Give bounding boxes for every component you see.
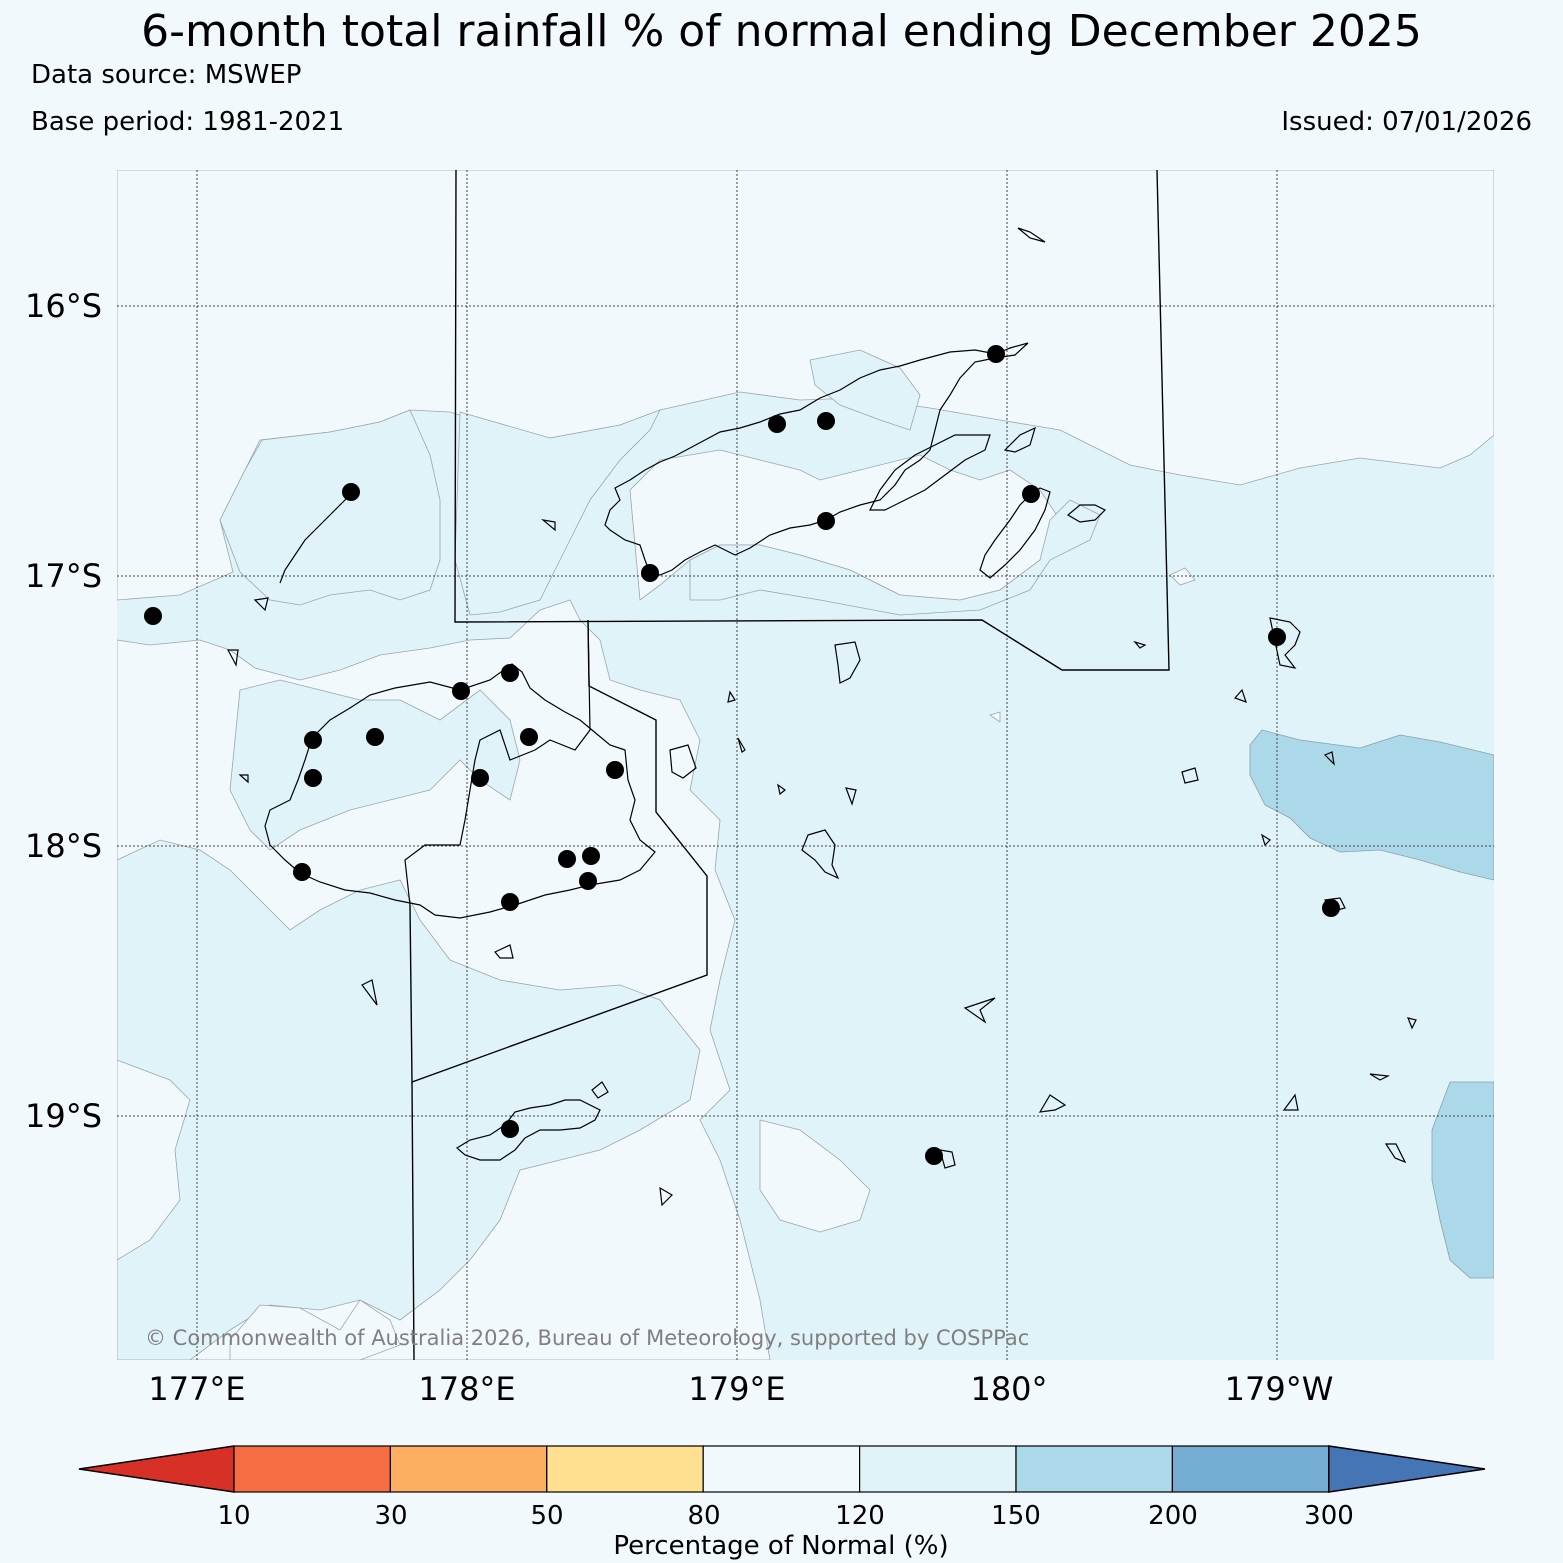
colorbar-ticks: 10 30 50 80 120 150 200 300 Percentage o… xyxy=(217,1501,1353,1561)
station-marker[interactable] xyxy=(366,728,384,746)
colorbar-tick: 80 xyxy=(687,1501,720,1531)
station-marker[interactable] xyxy=(606,761,624,779)
contour-150-200 xyxy=(1249,729,1494,1279)
colorbar xyxy=(78,1445,1486,1493)
colorbar-tick: 150 xyxy=(991,1501,1041,1531)
station-marker[interactable] xyxy=(304,731,322,749)
colorbar-segment xyxy=(702,1445,861,1493)
graticule xyxy=(117,170,1494,1360)
colorbar-tick: 120 xyxy=(835,1501,885,1531)
lat-label: 18°S xyxy=(25,827,102,865)
lon-label: 177°E xyxy=(148,1370,245,1408)
station-marker[interactable] xyxy=(471,769,489,787)
lat-label: 16°S xyxy=(25,287,102,325)
lon-label: 180° xyxy=(970,1370,1047,1408)
colorbar-tick: 200 xyxy=(1148,1501,1198,1531)
contour-120-150-patches xyxy=(117,349,1101,1360)
station-marker[interactable] xyxy=(501,1120,519,1138)
station-marker[interactable] xyxy=(641,564,659,582)
colorbar-tick: 30 xyxy=(374,1501,407,1531)
station-marker[interactable] xyxy=(579,872,597,890)
colorbar-tick: 50 xyxy=(530,1501,563,1531)
station-marker[interactable] xyxy=(293,863,311,881)
station-marker[interactable] xyxy=(1022,485,1040,503)
lon-label: 179°W xyxy=(1225,1370,1334,1408)
station-marker[interactable] xyxy=(342,483,360,501)
taveuni-coastline xyxy=(979,487,1051,579)
coastlines xyxy=(227,227,1417,1207)
station-marker[interactable] xyxy=(1268,628,1286,646)
colorbar-extend-low xyxy=(78,1445,235,1493)
station-marker[interactable] xyxy=(501,893,519,911)
rainfall-stations xyxy=(144,345,1340,1165)
lon-label: 179°E xyxy=(688,1370,785,1408)
station-marker[interactable] xyxy=(925,1147,943,1165)
vanua-levu-coastline xyxy=(604,342,1029,576)
station-marker[interactable] xyxy=(768,415,786,433)
lon-label: 178°E xyxy=(418,1370,515,1408)
viti-levu-coastline xyxy=(264,663,656,919)
colorbar-segment xyxy=(1171,1445,1330,1493)
colorbar-segment xyxy=(1015,1445,1173,1493)
division-boundaries xyxy=(409,170,1170,1360)
station-marker[interactable] xyxy=(452,682,470,700)
lat-labels: 16°S 17°S 18°S 19°S xyxy=(25,287,102,1135)
lat-label: 19°S xyxy=(25,1097,102,1135)
station-marker[interactable] xyxy=(817,412,835,430)
map-title: 6-month total rainfall % of normal endin… xyxy=(141,6,1422,57)
copyright-notice: © Commonwealth of Australia 2026, Bureau… xyxy=(145,1326,1029,1350)
colorbar-tick: 300 xyxy=(1304,1501,1354,1531)
colorbar-segment xyxy=(858,1445,1017,1493)
lat-label: 17°S xyxy=(25,557,102,595)
colorbar-segment xyxy=(389,1445,548,1493)
station-marker[interactable] xyxy=(1322,899,1340,917)
station-marker[interactable] xyxy=(144,607,162,625)
station-marker[interactable] xyxy=(987,345,1005,363)
colorbar-tick: 10 xyxy=(217,1501,250,1531)
issued-date: Issued: 07/01/2026 xyxy=(1281,107,1532,137)
station-marker[interactable] xyxy=(817,512,835,530)
colorbar-extend-high xyxy=(1328,1445,1486,1493)
base-period: Base period: 1981-2021 xyxy=(31,107,345,137)
colorbar-label: Percentage of Normal (%) xyxy=(613,1531,948,1561)
lon-labels: 177°E 178°E 179°E 180° 179°W xyxy=(148,1370,1333,1408)
colorbar-segment xyxy=(546,1445,704,1493)
station-marker[interactable] xyxy=(304,769,322,787)
station-marker[interactable] xyxy=(582,847,600,865)
station-marker[interactable] xyxy=(520,728,538,746)
colorbar-segment xyxy=(233,1445,391,1493)
data-source: Data source: MSWEP xyxy=(31,60,302,90)
station-marker[interactable] xyxy=(558,850,576,868)
map-area: © Commonwealth of Australia 2026, Bureau… xyxy=(117,170,1494,1360)
station-marker[interactable] xyxy=(501,664,519,682)
